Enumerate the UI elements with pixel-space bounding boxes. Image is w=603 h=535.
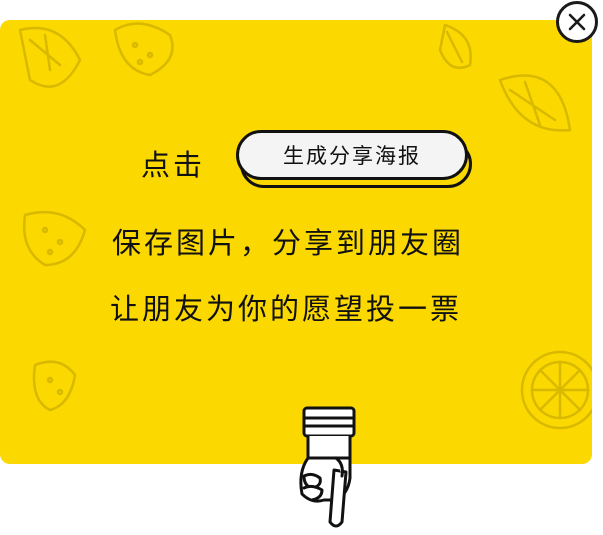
- close-button[interactable]: [556, 1, 598, 43]
- lemon-slice-doodle: [18, 26, 82, 88]
- strawberry-doodle-bottom: [32, 360, 77, 412]
- lemon-round-doodle: [520, 350, 592, 430]
- instruction-line-save: 保存图片，分享到朋友圈: [112, 226, 465, 260]
- instruction-line-vote: 让朋友为你的愿望投一票: [110, 292, 463, 326]
- leaf-doodle: [438, 23, 472, 70]
- close-icon: [568, 13, 586, 31]
- generate-poster-button[interactable]: 生成分享海报: [236, 130, 474, 190]
- popup-card: 点击 生成分享海报 保存图片，分享到朋友圈 让朋友为你的愿望投一票: [0, 20, 592, 464]
- lemon-wedge-doodle: [498, 74, 572, 132]
- strawberry-doodle: [113, 22, 174, 77]
- generate-poster-label[interactable]: 生成分享海报: [236, 130, 468, 180]
- strawberry-doodle-left: [22, 210, 87, 267]
- pointing-hand-icon: [299, 406, 356, 528]
- line-1-prefix: 点击: [141, 148, 206, 182]
